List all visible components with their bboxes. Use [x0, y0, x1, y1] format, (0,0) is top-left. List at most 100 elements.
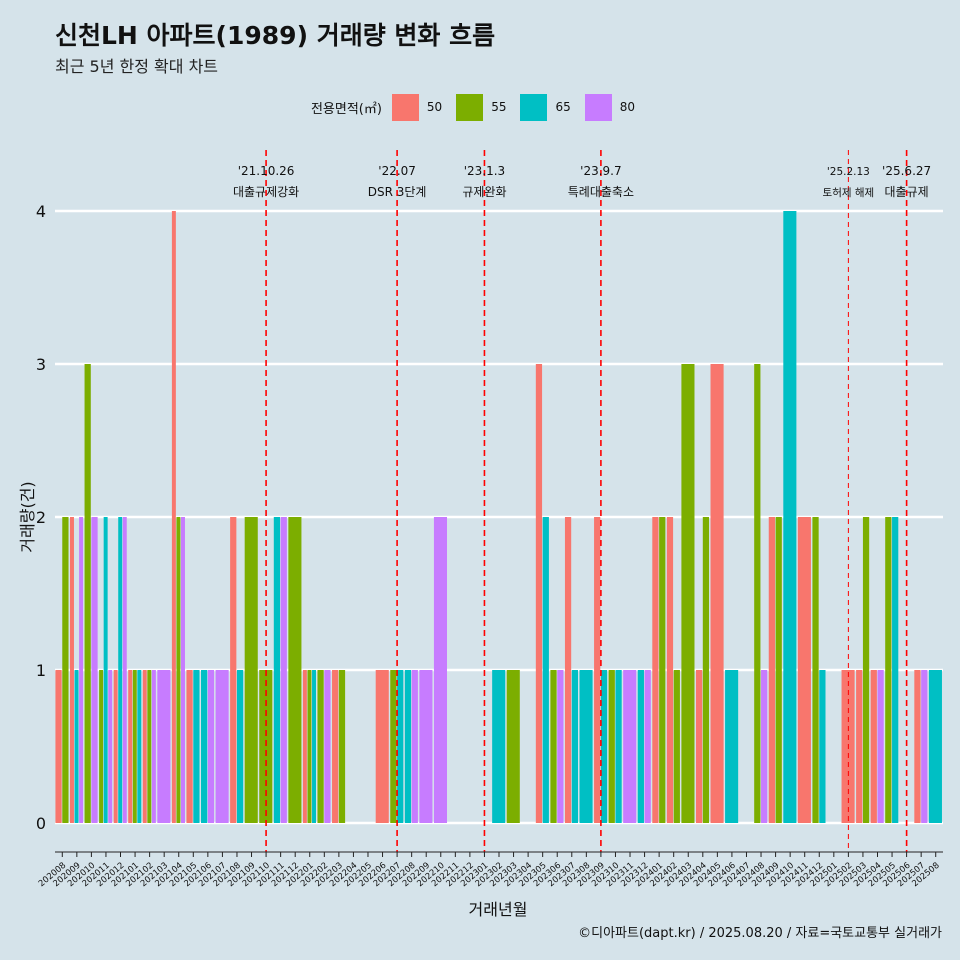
bar-202507-50 [914, 670, 921, 823]
bar-202402-50 [666, 517, 674, 823]
annotation-label: 특례대출축소 [568, 185, 634, 199]
bar-202310-65 [615, 670, 622, 823]
annotation-date: '25.2.13 [827, 166, 870, 178]
bar-202309-65 [600, 670, 608, 823]
annotation-label: DSR 3단계 [368, 185, 427, 199]
bar-202401-55 [659, 517, 666, 823]
bar-202312-65 [637, 670, 644, 823]
bar-202310-55 [608, 670, 615, 823]
legend-swatch-80 [584, 93, 612, 121]
bar-202103-80 [157, 670, 171, 823]
legend-item-65: 65 [520, 93, 578, 121]
annotation-label: 대출규제 [885, 185, 929, 199]
bar-202503-55 [862, 517, 870, 823]
bar-202102-55 [147, 670, 152, 823]
bar-202011-80 [108, 670, 113, 823]
legend: 전용면적(㎡) 50 55 65 80 [0, 93, 960, 121]
annotation-date: '21.10.26 [238, 164, 295, 178]
bar-202411-50 [797, 517, 811, 823]
bar-202201-55 [307, 670, 312, 823]
bar-202412-55 [812, 517, 819, 823]
y-tick-label: 4 [36, 202, 46, 221]
bar-202504-80 [877, 670, 884, 823]
bar-202307-50 [564, 517, 572, 823]
chart-subtitle: 최근 5년 한정 확대 차트 [55, 57, 219, 76]
bar-202009-50 [69, 517, 74, 823]
bar-202203-55 [338, 670, 346, 823]
bar-202302-65 [492, 670, 506, 823]
legend-swatch-55 [456, 93, 484, 121]
bar-202410-65 [783, 211, 797, 823]
bar-202105-65 [193, 670, 200, 823]
bar-202408-55 [754, 364, 761, 823]
y-tick-label: 3 [36, 355, 46, 374]
y-axis-title: 거래량(건) [18, 481, 37, 552]
legend-label-50: 50 [426, 100, 443, 114]
y-tick-label: 1 [36, 661, 46, 680]
bar-202008-50 [55, 670, 62, 823]
bar-202406-65 [725, 670, 739, 823]
bar-202507-80 [921, 670, 928, 823]
bar-202104-55 [176, 517, 181, 823]
bar-202108-65 [236, 670, 244, 823]
bar-202404-50 [695, 670, 703, 823]
bar-202109-55 [244, 517, 258, 823]
bar-202312-80 [644, 670, 651, 823]
bar-202207-55 [390, 670, 397, 823]
bar-202408-80 [761, 670, 768, 823]
bar-202101-55 [132, 670, 137, 823]
legend-label-80: 80 [619, 100, 636, 114]
bar-202208-80 [411, 670, 418, 823]
bar-202102-50 [142, 670, 147, 823]
annotation-date: '23.1.3 [464, 164, 505, 178]
bar-202110-55 [259, 670, 273, 823]
bar-202503-50 [856, 670, 863, 823]
bar-202206-50 [375, 670, 389, 823]
bar-202010-80 [91, 517, 98, 823]
bar-202306-55 [550, 670, 557, 823]
bar-202104-80 [181, 517, 185, 823]
legend-item-55: 55 [456, 93, 514, 121]
x-axis-title: 거래년월 [469, 900, 528, 919]
bar-202111-80 [280, 517, 287, 823]
bar-202012-65 [118, 517, 123, 823]
bar-202011-65 [103, 517, 108, 823]
legend-label-55: 55 [491, 100, 507, 114]
annotation-label: 토허제 해제 [823, 186, 875, 199]
legend-title: 전용면적(㎡) [310, 101, 382, 117]
legend-swatch-50 [391, 93, 419, 121]
bar-202306-80 [557, 670, 564, 823]
bar-202505-55 [885, 517, 892, 823]
annotation-label: 규제완화 [462, 185, 506, 199]
bar-202303-55 [506, 670, 520, 823]
bar-202208-65 [404, 670, 412, 823]
y-tick-label: 0 [36, 814, 46, 833]
bar-202412-65 [819, 670, 826, 823]
annotation-date: '25.6.27 [882, 164, 931, 178]
bar-202102-80 [151, 670, 156, 823]
bar-202010-55 [84, 364, 91, 823]
bar-202112-55 [288, 517, 302, 823]
bar-202104-50 [171, 211, 176, 823]
bar-202012-80 [122, 517, 127, 823]
bar-202309-50 [594, 517, 601, 823]
legend-item-80: 80 [584, 93, 643, 121]
bar-202307-65 [571, 670, 579, 823]
bar-202404-55 [702, 517, 710, 823]
bar-202011-55 [99, 670, 104, 823]
bar-202101-65 [137, 670, 142, 823]
bar-202203-50 [332, 670, 339, 823]
bar-202311-80 [623, 670, 637, 823]
bar-202201-50 [302, 670, 307, 823]
chart-title: 신천LH 아파트(1989) 거래량 변화 흐름 [55, 21, 496, 50]
bar-202105-50 [186, 670, 193, 823]
y-tick-label: 2 [36, 508, 46, 527]
bar-202305-50 [535, 364, 543, 823]
bar-202108-50 [230, 517, 237, 823]
bar-202202-55 [317, 670, 324, 823]
source-caption: ©디아파트(dapt.kr) / 2025.08.20 / 자료=국토교통부 실… [578, 926, 942, 941]
bar-202403-55 [681, 364, 695, 823]
bar-202504-50 [870, 670, 877, 823]
bar-202210-80 [433, 517, 448, 823]
